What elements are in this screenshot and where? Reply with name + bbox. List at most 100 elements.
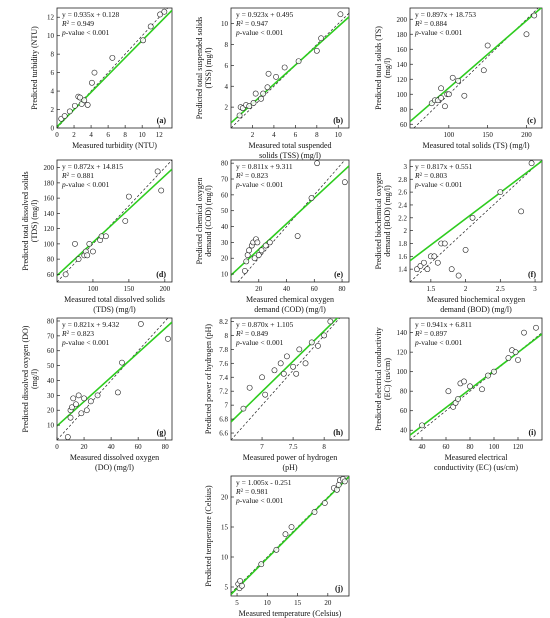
p-value: p-value < 0.001 <box>414 338 463 347</box>
data-point <box>75 256 82 263</box>
data-point <box>315 342 321 349</box>
data-point <box>243 258 250 265</box>
data-point <box>308 195 315 201</box>
data-point <box>271 367 278 374</box>
data-point <box>461 378 467 385</box>
regression-line <box>410 333 542 436</box>
y-tick-label: 5 <box>225 584 229 592</box>
data-point <box>485 372 491 379</box>
x-axis-label: demand (BOD) (mg/l) <box>440 305 512 314</box>
y-tick-label: 80 <box>221 160 229 168</box>
x-axis-label: (pH) <box>282 463 297 472</box>
data-point <box>296 346 303 353</box>
data-point <box>140 37 146 44</box>
data-point <box>246 384 253 391</box>
data-point <box>441 240 448 247</box>
y-tick-label: 1.8 <box>398 240 407 248</box>
data-point <box>84 102 91 108</box>
x-tick-label: 80 <box>162 443 170 451</box>
regression-equation: y = 0.897x + 18.753 <box>415 10 476 19</box>
y-tick-label: 100 <box>397 368 408 376</box>
data-point <box>273 546 280 553</box>
y-axis-label: Predicted temperature (Celsius) <box>204 485 213 587</box>
x-tick-label: 200 <box>160 285 171 293</box>
y-axis-label: Predicted total suspended solids <box>195 17 204 119</box>
data-point <box>61 113 68 119</box>
panel-i: 40 60 80 100 120 40 60 80 100 120 140 y = 0.941x + … <box>374 317 543 472</box>
x-axis-label: Measured dissolved oxygen <box>70 453 159 462</box>
y-tick-label: 6.6 <box>219 430 228 438</box>
y-tick-label: 120 <box>397 349 408 357</box>
x-tick-label: 3 <box>533 285 537 293</box>
data-point <box>438 85 444 92</box>
y-tick-label: 7.2 <box>219 388 228 396</box>
y-tick-label: 30 <box>221 239 229 247</box>
r-squared: R2 = 0.823 <box>61 329 94 338</box>
data-point <box>255 252 262 258</box>
data-point <box>314 160 320 167</box>
x-tick-label: 80 <box>467 443 475 451</box>
y-tick-label: 40 <box>47 377 55 385</box>
x-tick-label: 2 <box>251 131 255 139</box>
x-tick-label: 2 <box>72 131 76 139</box>
data-point <box>491 368 497 375</box>
y-axis-label: Predicted electrical conductivity <box>374 327 383 431</box>
identity-line <box>57 318 169 440</box>
data-point <box>240 405 247 412</box>
panel-e: 20 40 60 80 10 20 30 40 50 60 70 80 y = 0.811x + 9.3… <box>195 159 350 314</box>
r-squared: R2 = 0.949 <box>61 19 94 28</box>
x-axis-label: Measured power of hydrogen <box>243 453 337 462</box>
y-tick-label: 4 <box>225 83 229 91</box>
p-value: p-value < 0.001 <box>414 180 463 189</box>
y-axis-label: (mg/l) <box>30 369 39 389</box>
data-point <box>165 335 171 342</box>
data-point <box>237 578 243 584</box>
data-point <box>265 70 272 77</box>
y-tick-label: 60 <box>400 407 408 415</box>
y-tick-label: 70 <box>47 332 55 340</box>
x-tick-label: 5 <box>235 599 239 607</box>
data-point <box>81 395 87 402</box>
regression-equation: y = 0.811x + 9.311 <box>236 162 293 171</box>
y-tick-label: 10 <box>221 554 229 562</box>
y-tick-label: 60 <box>47 271 55 279</box>
data-point <box>288 524 295 530</box>
x-axis-label: conductivity (EC) (us/cm) <box>434 463 518 472</box>
x-tick-label: 0 <box>55 443 59 451</box>
y-tick-label: 40 <box>221 223 229 231</box>
y-tick-label: 2 <box>225 104 229 112</box>
regression-line <box>231 165 349 276</box>
plot-frame <box>56 7 173 129</box>
y-axis-label: demand (BOD) (mg/l) <box>383 185 392 257</box>
data-point <box>158 187 165 194</box>
y-tick-label: 4 <box>51 88 55 96</box>
y-tick-label: 3 <box>404 163 408 171</box>
y-tick-label: 80 <box>400 106 408 114</box>
x-tick-label: 8 <box>322 443 326 451</box>
y-tick-label: 6.8 <box>219 416 228 424</box>
data-point <box>518 208 525 215</box>
data-point <box>73 401 79 408</box>
x-tick-label: 40 <box>283 285 291 293</box>
y-tick-label: 120 <box>44 225 55 233</box>
x-tick-label: 0 <box>55 131 59 139</box>
data-point <box>260 90 267 97</box>
y-tick-label: 10 <box>47 32 55 40</box>
data-point <box>321 500 328 506</box>
x-tick-label: 60 <box>311 285 319 293</box>
data-point <box>531 12 538 19</box>
x-tick-label: 60 <box>443 443 451 451</box>
data-point <box>262 391 269 398</box>
y-tick-label: 80 <box>47 317 55 325</box>
data-point <box>66 108 73 115</box>
panel-c: 100 150 200 60 80 100 120 140 160 180 200 y = 0.897… <box>374 7 543 150</box>
data-point <box>252 90 259 97</box>
x-tick-label: 15 <box>294 599 302 607</box>
data-point <box>75 392 82 399</box>
y-tick-label: 12 <box>47 14 55 22</box>
data-point <box>467 383 473 390</box>
data-point <box>280 370 287 377</box>
p-value: p-value < 0.001 <box>235 28 284 37</box>
data-point <box>445 388 452 395</box>
